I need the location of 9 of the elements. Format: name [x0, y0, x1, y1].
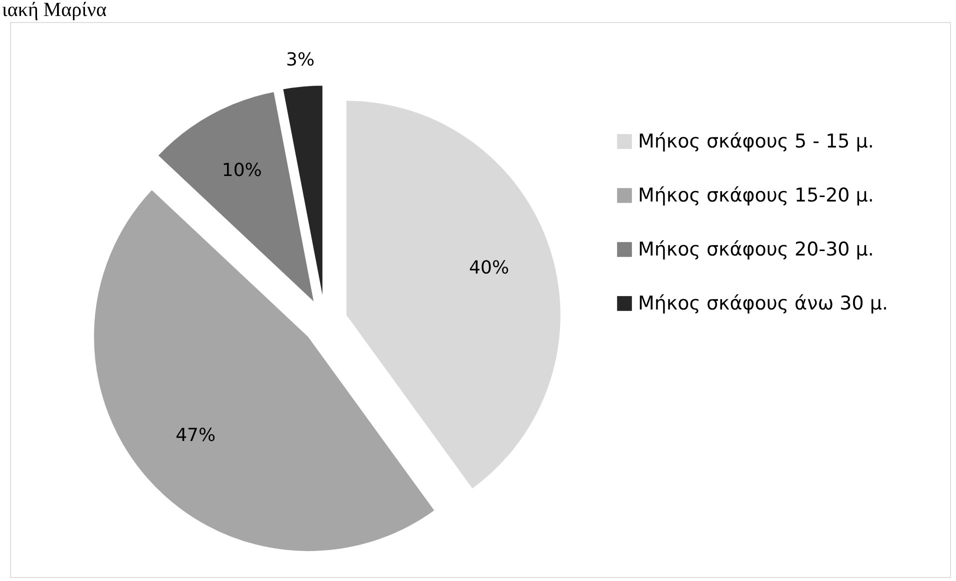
legend-label: Μήκος σκάφους 15-20 μ.	[638, 184, 874, 206]
data-label: 47%	[176, 425, 216, 446]
data-label: 3%	[286, 49, 315, 70]
text: ιακή Μαρίνα	[2, 0, 108, 21]
legend-label: Μήκος σκάφους 5 - 15 μ.	[638, 130, 874, 152]
data-label: 10%	[222, 160, 262, 181]
legend-label: Μήκος σκάφους άνω 30 μ.	[638, 292, 888, 314]
legend-label: Μήκος σκάφους 20-30 μ.	[638, 238, 874, 260]
data-label: 40%	[469, 258, 510, 279]
